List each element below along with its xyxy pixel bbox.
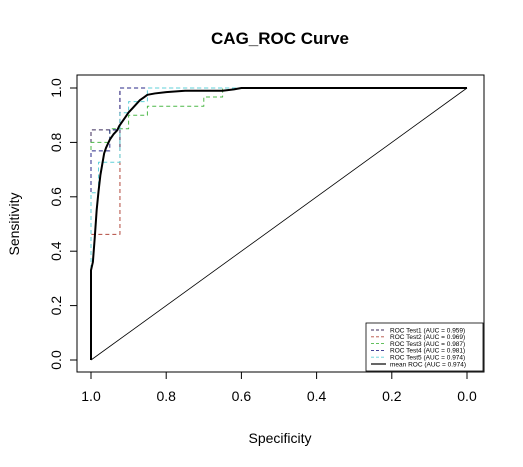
series-line-5: [90, 87, 467, 360]
legend-box: [365, 322, 484, 372]
legend-entry-label: ROC Test4 (AUC = 0.981): [390, 348, 465, 355]
y-tick-label: 0.0: [48, 350, 64, 370]
series-line-3: [90, 87, 467, 360]
series-layer: [90, 87, 467, 360]
series-line-4: [90, 87, 467, 360]
x-tick-label: 1.0: [81, 388, 101, 404]
y-tick-label: 0.6: [48, 187, 64, 207]
y-axis-label: Sensitivity: [6, 192, 22, 255]
reference-layer: [90, 87, 468, 361]
legend-entry-label: ROC Test1 (AUC = 0.959): [390, 327, 465, 334]
series-line-6: [90, 87, 467, 360]
y-tick-label: 0.8: [48, 132, 64, 152]
x-tick-label: 0.4: [307, 388, 327, 404]
y-axis: 0.0 0.2 0.4 0.6 0.8 1.0: [48, 78, 78, 370]
reference-diagonal-line: [90, 87, 468, 361]
x-tick-label: 0.8: [156, 388, 176, 404]
y-tick-label: 0.4: [48, 241, 64, 261]
chart-title: CAG_ROC Curve: [211, 29, 349, 48]
legend-entry-label: mean ROC (AUC = 0.974): [390, 361, 466, 368]
y-tick-label: 0.2: [48, 296, 64, 316]
legend-entry-label: ROC Test3 (AUC = 0.987): [390, 341, 465, 348]
x-tick-label: 0.0: [457, 388, 477, 404]
x-tick-label: 0.6: [232, 388, 252, 404]
x-tick-label: 0.2: [382, 388, 402, 404]
x-axis-label: Specificity: [248, 430, 311, 446]
legend-entry-label: ROC Test5 (AUC = 0.974): [390, 355, 465, 362]
legend: ROC Test1 (AUC = 0.959)ROC Test2 (AUC = …: [365, 322, 484, 372]
legend-entry-label: ROC Test2 (AUC = 0.969): [390, 334, 465, 341]
x-axis: 1.0 0.8 0.6 0.4 0.2 0.0: [81, 371, 477, 404]
y-tick-label: 1.0: [48, 78, 64, 98]
